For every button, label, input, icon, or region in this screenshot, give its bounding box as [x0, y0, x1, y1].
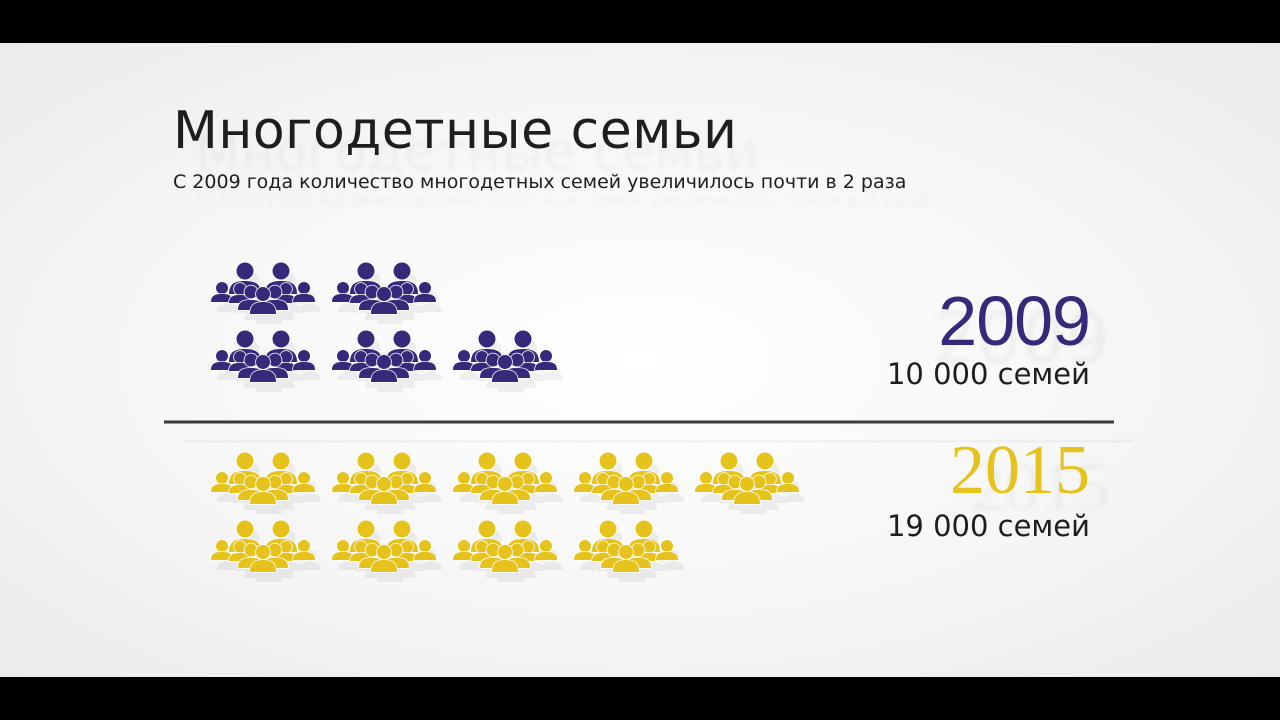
letterbox-top — [0, 0, 1280, 43]
count-label-2015: 19 000 семей — [886, 509, 1090, 543]
year-label-2009: 2009 — [938, 282, 1091, 360]
year-2009-reflection: 2009 — [932, 298, 1110, 380]
infographic-stage: Многодетные семьи Многодетные семьи С 20… — [0, 43, 1280, 677]
count-label-2009: 10 000 семей — [886, 357, 1090, 391]
letterbox-bottom — [0, 677, 1280, 720]
pictogram-chart — [164, 261, 1114, 582]
year-2015-reflection: 2015 — [970, 448, 1110, 528]
page-subtitle: С 2009 года количество многодетных семей… — [173, 171, 907, 193]
year-label-2015: 2015 — [950, 432, 1090, 509]
page-title: Многодетные семьи — [173, 101, 738, 161]
